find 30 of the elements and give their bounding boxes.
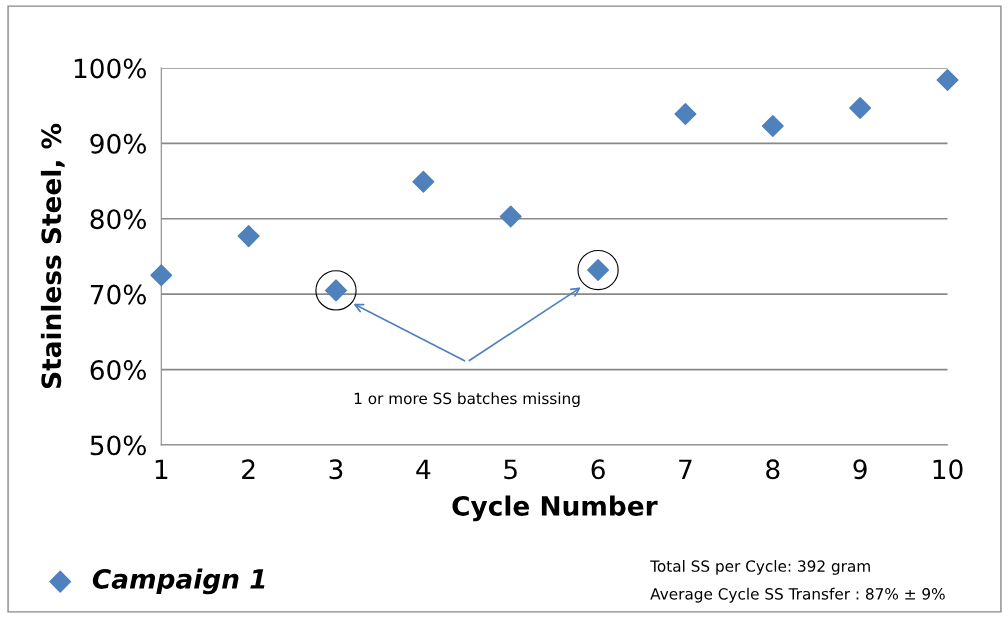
y-tick-label: 80%: [90, 209, 146, 230]
point: [936, 69, 959, 92]
x-tick-label: 9: [853, 459, 867, 480]
y-tick-label: 50%: [90, 435, 146, 456]
point: [761, 115, 784, 138]
point: [674, 102, 697, 125]
x-tick-label: 2: [242, 459, 255, 479]
y-axis-title: Stainless Steel, %: [40, 123, 65, 389]
y-tick-label: 90%: [90, 133, 146, 154]
text: Average Cycle SS Transfer : 87% ± 9%: [650, 587, 945, 603]
point: [237, 225, 260, 248]
annotation: 1 or more SS batches missing: [354, 392, 580, 408]
y-tick-label: 60%: [90, 360, 146, 380]
legend-label: Campaign 1: [92, 568, 265, 595]
text: Total SS per Cycle: 392 gram: [650, 560, 870, 575]
x-tick-label: 1: [155, 459, 168, 479]
x-axis-title: Cycle Number: [452, 495, 658, 522]
x-tick-label: 10: [933, 459, 963, 480]
x-tick-label: 3: [329, 459, 343, 480]
point: [150, 264, 173, 287]
x-tick-label: 4: [416, 459, 431, 479]
x-tick-label: 5: [504, 459, 517, 480]
point: [849, 96, 872, 119]
y-tick-label: 100%: [74, 58, 146, 79]
x-tick-label: 6: [591, 459, 605, 480]
point: [412, 170, 435, 193]
point: [499, 205, 522, 228]
x-tick-label: 7: [679, 459, 692, 479]
y-tick-label: 70%: [90, 284, 146, 305]
x-tick-label: 8: [766, 459, 780, 480]
